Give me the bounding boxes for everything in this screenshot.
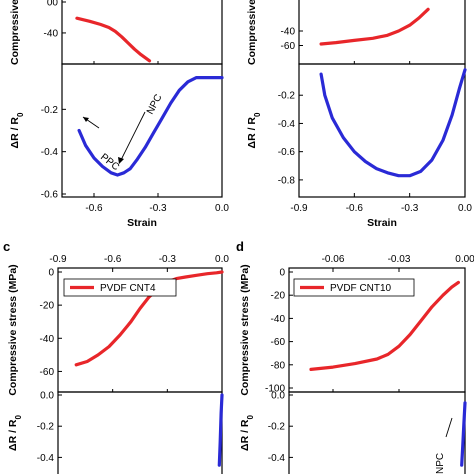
y-tick-label: -0.2: [268, 422, 286, 433]
y-axis-label: Compressive stress (MPa): [239, 264, 251, 395]
panel-a: -0.6 -0.3 0.0 Strain -40 00 Compressive -0.2 -0.…: [9, 0, 229, 229]
x-tick-label: -0.3: [401, 203, 419, 214]
y-tick-label: -0.2: [41, 105, 59, 116]
y-tick-label: -40: [281, 27, 296, 38]
y-tick-label: 0: [48, 268, 54, 279]
resistance-series-line: [460, 401, 467, 467]
y-tick-label: -40: [40, 334, 55, 345]
stress-series-line: [75, 16, 152, 63]
legend-box: [293, 278, 415, 297]
y-tick-label: -100: [265, 384, 285, 395]
y-tick-label: -0.2: [278, 91, 296, 102]
resistance-series-line: [319, 68, 467, 178]
legend-label: PVDF CNT4: [100, 283, 156, 294]
x-tick-label: -0.6: [104, 254, 122, 265]
y-tick-label: 0: [279, 268, 285, 279]
y-tick-label: 0.0: [271, 391, 285, 402]
panel-label: d: [236, 239, 244, 254]
y-tick-label: -0.6: [41, 190, 59, 201]
y-axis-label: ΔR / R0: [9, 112, 25, 148]
y-axis-label: ΔR / R0: [246, 112, 262, 148]
y-axis-label: ΔR / R0: [239, 414, 255, 450]
x-tick-label: -0.03: [388, 254, 411, 265]
y-tick-label: 00: [47, 0, 59, 9]
stress-series-line: [309, 280, 460, 371]
y-axis-label: Compressive: [246, 0, 258, 65]
y-axis-label: ΔR / R0: [7, 414, 23, 450]
y-tick-label: -40: [44, 28, 59, 39]
y-tick-label: -0.4: [41, 147, 59, 158]
x-tick-label: 0.0: [215, 254, 229, 265]
annotation-npc: NPC: [145, 93, 165, 117]
npc-arrow: [120, 111, 146, 161]
x-axis-label: Strain: [367, 217, 397, 229]
x-tick-label: -0.9: [290, 203, 308, 214]
x-tick-label: -0.6: [85, 203, 103, 214]
resistance-series-line: [77, 75, 224, 177]
x-tick-label: -0.3: [159, 254, 177, 265]
y-tick-label: -80: [271, 360, 286, 371]
bottom-plot-frame: [57, 391, 223, 474]
x-tick-label: -0.06: [322, 254, 345, 265]
panel-label: c: [3, 239, 10, 254]
top-plot-frame: [298, 0, 466, 65]
y-tick-label: -60: [40, 367, 55, 378]
y-tick-label: -0.4: [278, 119, 296, 130]
y-tick-label: -20: [271, 291, 286, 302]
y-tick-label: -60: [271, 337, 286, 348]
x-tick-label: -0.3: [149, 203, 167, 214]
y-tick-label: -0.2: [37, 422, 55, 433]
y-tick-label: -0.4: [268, 453, 286, 464]
y-tick-label: 0.0: [40, 391, 54, 402]
bottom-plot-frame: [61, 63, 223, 198]
y-tick-label: -40: [271, 314, 286, 325]
y-tick-label: -0.6: [278, 147, 296, 158]
resistance-series-line: [217, 393, 224, 467]
y-tick-label: -60: [281, 41, 296, 52]
npc-arrowhead: [118, 157, 124, 164]
x-tick-label: 0.0: [215, 203, 229, 214]
x-tick-label: -0.9: [49, 254, 67, 265]
legend-label: PVDF CNT10: [330, 283, 392, 294]
annotation-npc: NPC: [435, 453, 446, 474]
panel-d: d -0.06 -0.03 0.00 0 -20 -40 -60 -80 -100 Compress…: [236, 239, 474, 474]
x-tick-label: 0.0: [458, 203, 472, 214]
y-tick-label: -0.4: [37, 453, 55, 464]
ppc-arrowhead: [83, 117, 89, 122]
legend-box: [63, 278, 177, 297]
bottom-plot-frame: [288, 391, 466, 474]
npc-pointer: [445, 417, 453, 438]
x-tick-label: -0.6: [346, 203, 364, 214]
y-tick-label: -20: [40, 301, 55, 312]
panel-c: c -0.9 -0.6 -0.3 0.0 0 -20 -40 -60 Compressive st…: [3, 239, 229, 474]
stress-series-line: [319, 7, 430, 46]
y-axis-label: Compressive stress (MPa): [7, 264, 19, 395]
panel-b: -0.9 -0.6 -0.3 0.0 Strain -40 -60 Compressive -0…: [246, 0, 472, 229]
y-tick-label: -0.8: [278, 175, 296, 186]
y-axis-label: Compressive: [9, 0, 21, 65]
bottom-plot-frame: [298, 63, 466, 198]
x-tick-label: 0.00: [455, 254, 474, 265]
x-axis-label: Strain: [127, 217, 157, 229]
